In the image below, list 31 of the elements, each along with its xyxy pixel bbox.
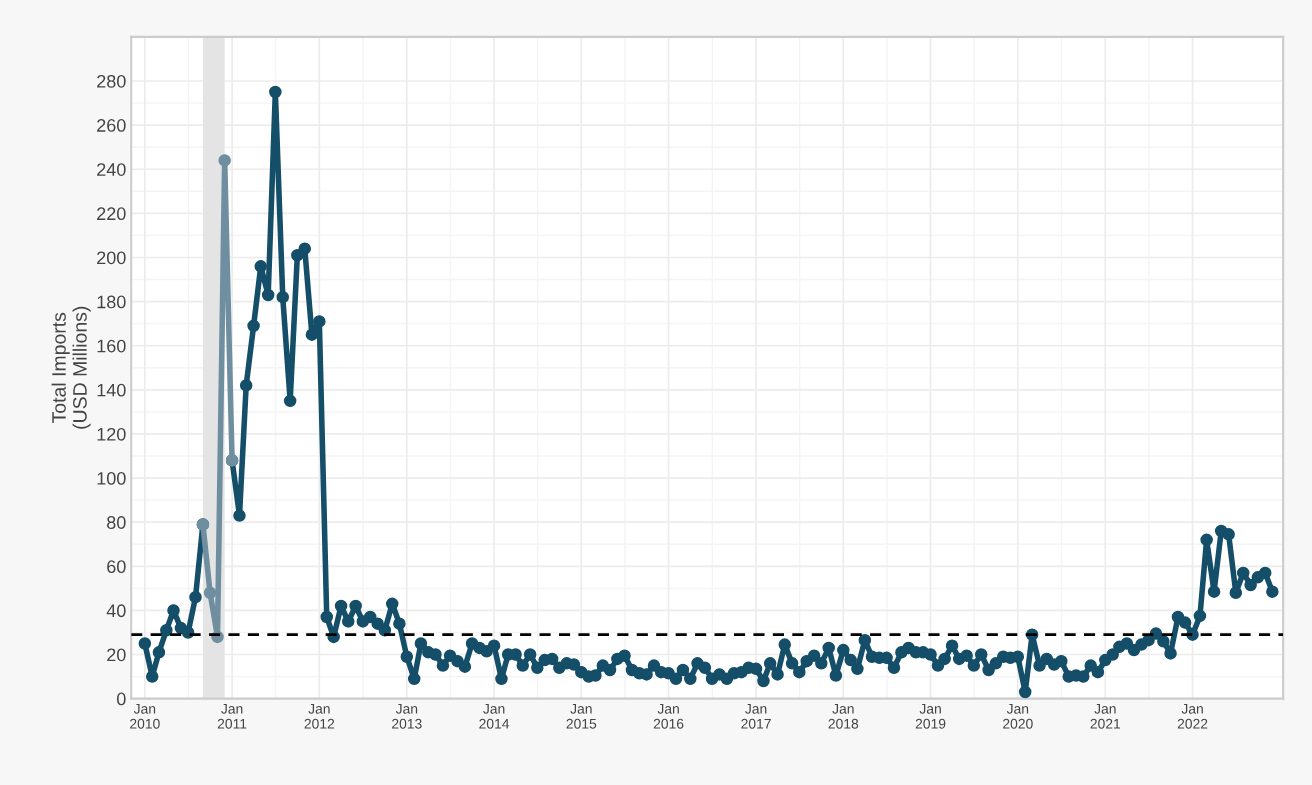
y-axis-title: Total Imports (USD Millions) [51, 306, 91, 429]
y-tick-label: 180 [97, 295, 126, 309]
point [203, 586, 217, 600]
y-tick-label: 260 [97, 119, 126, 132]
x-tick-label: Jan 2022 [1177, 704, 1208, 729]
x-tick-label: Jan 2020 [1003, 704, 1033, 729]
x-tick-label: Jan 2021 [1090, 704, 1121, 729]
y-tick-label: 100 [97, 472, 126, 485]
y-tick-label: 200 [97, 251, 126, 265]
x-tick-label: Jan 2010 [130, 704, 160, 729]
y-tick-label: 240 [97, 163, 126, 176]
y-tick-label: 220 [97, 207, 126, 221]
x-tick-label: Jan 2018 [828, 704, 859, 729]
y-tick-label: 140 [97, 383, 126, 397]
y-tick-label: 160 [97, 339, 126, 353]
x-tick-label: Jan 2012 [304, 704, 335, 729]
x-tick-label: Jan 2017 [741, 704, 771, 729]
x-tick-label: Jan 2016 [653, 704, 684, 729]
y-tick-label: 120 [97, 427, 126, 441]
point [218, 154, 231, 167]
y-tick-label: 280 [97, 74, 126, 88]
y-tick-label: 0 [117, 692, 126, 706]
x-tick-label: Jan 2015 [566, 704, 597, 729]
y-tick-label: 20 [107, 648, 126, 662]
x-tick-label: Jan 2019 [915, 704, 946, 729]
y-tick-label: 40 [106, 604, 126, 618]
x-tick-label: Jan 2014 [479, 704, 510, 729]
y-tick-label: 60 [107, 560, 126, 574]
y-tick-label: 80 [107, 516, 126, 529]
x-tick-label: Jan 2013 [392, 704, 422, 729]
x-tick-label: Jan 2011 [217, 704, 247, 729]
